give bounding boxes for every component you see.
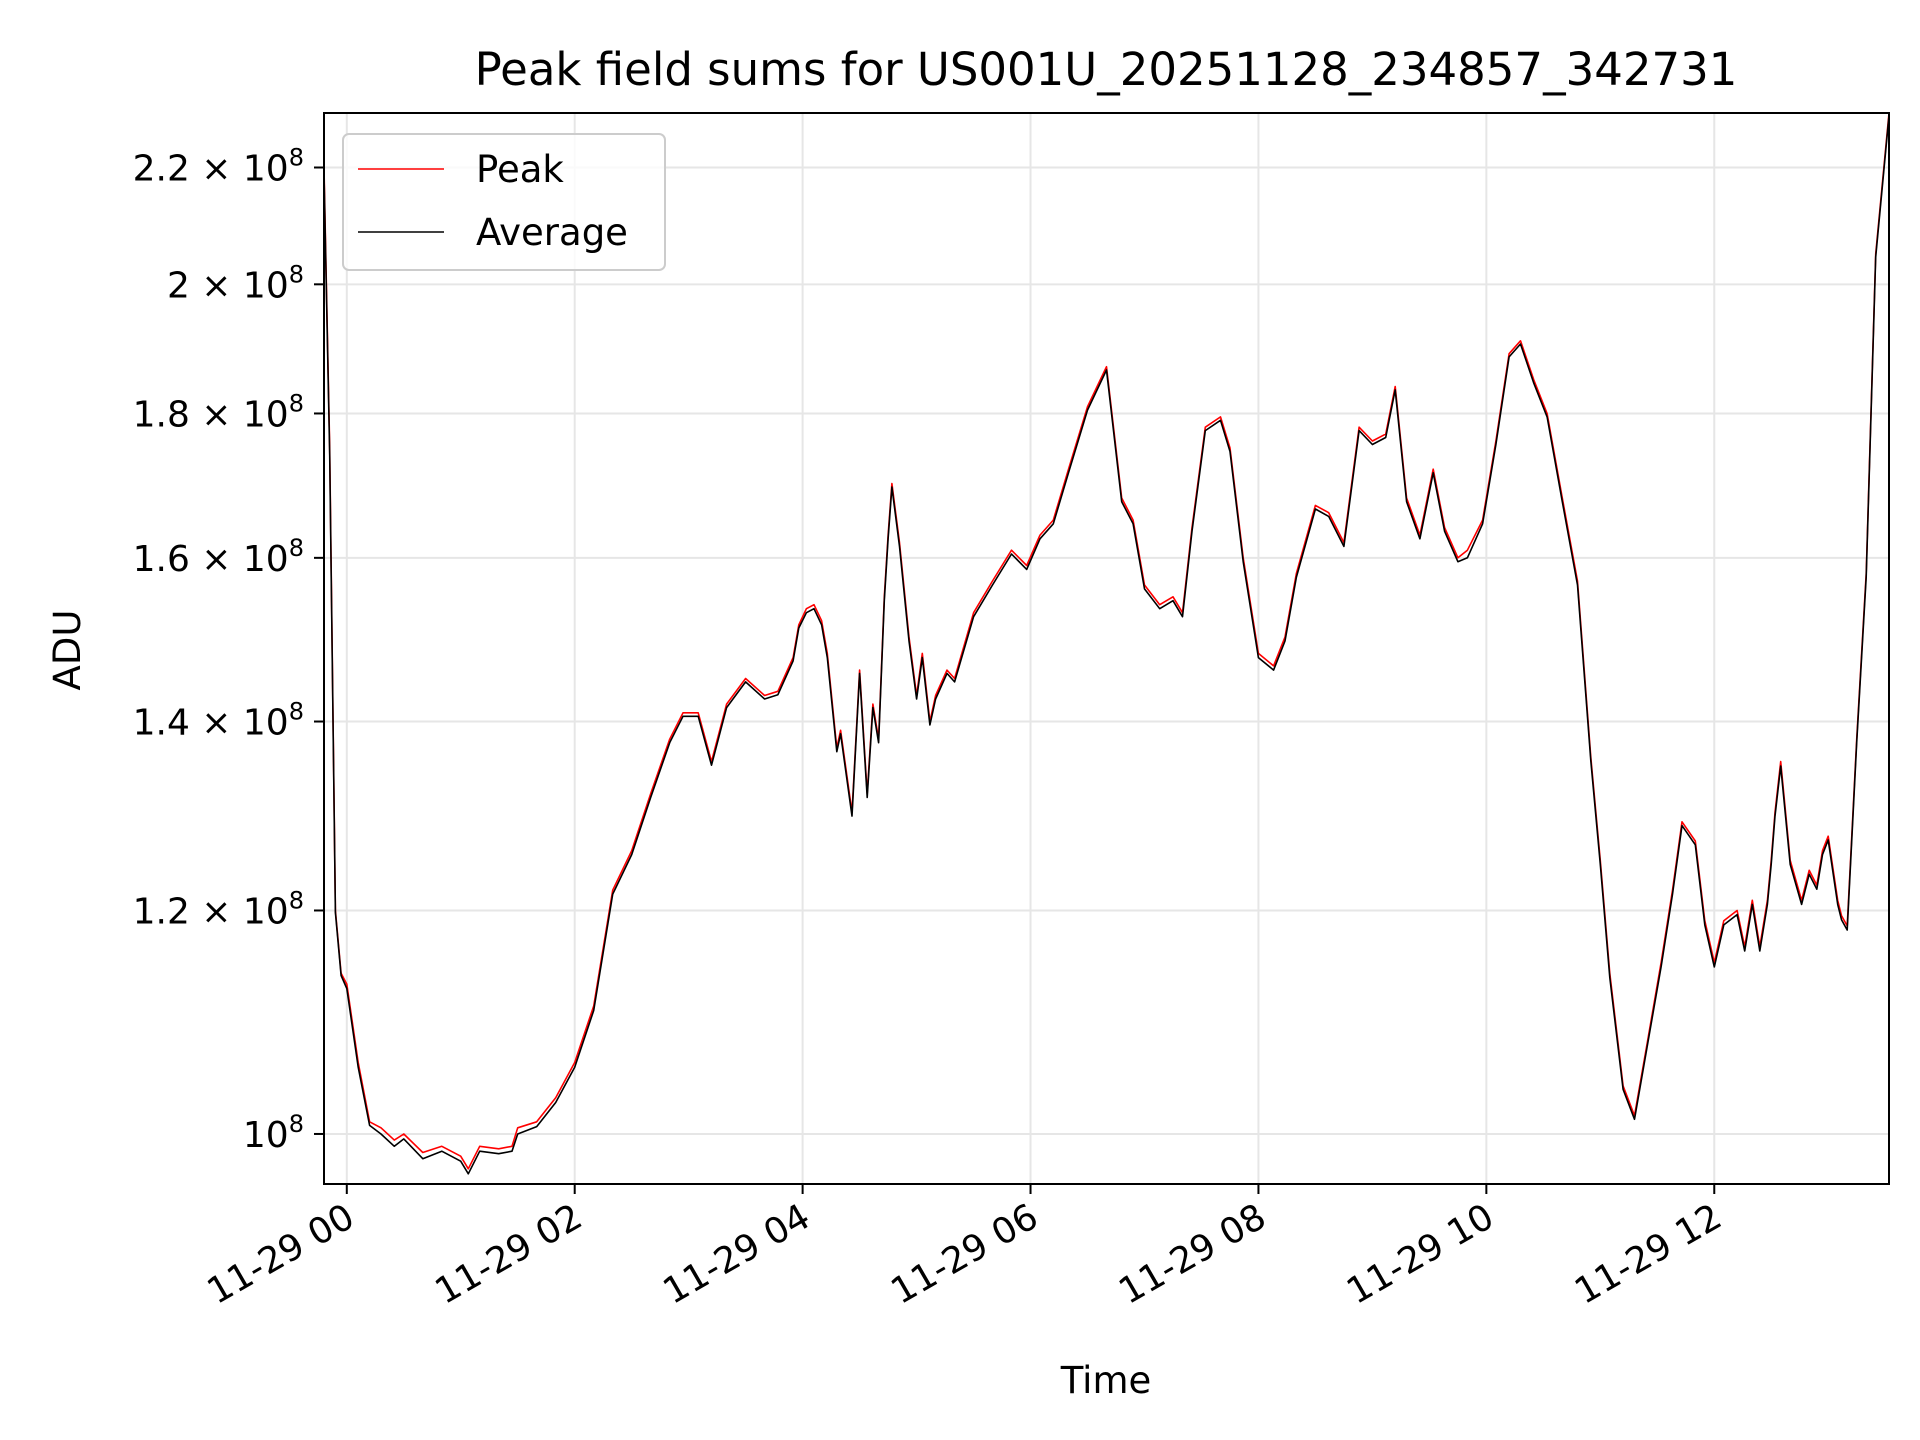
y-tick-label-exponent: 8 bbox=[289, 698, 304, 726]
y-tick-label-base: 1.2 × 10 bbox=[133, 891, 289, 932]
y-tick-label-exponent: 8 bbox=[289, 260, 304, 288]
y-tick-label: 1.2 × 108 bbox=[133, 886, 304, 932]
grid bbox=[324, 113, 1889, 1184]
legend-label-peak: Peak bbox=[476, 148, 564, 191]
y-tick-label-base: 1.4 × 10 bbox=[133, 703, 289, 744]
y-tick-label-base: 2.2 × 10 bbox=[133, 148, 289, 189]
legend-box bbox=[342, 133, 666, 271]
y-tick-label: 1.6 × 108 bbox=[133, 534, 304, 580]
y-tick-label-exponent: 8 bbox=[289, 1110, 304, 1138]
legend-label-average: Average bbox=[476, 211, 628, 254]
y-axis-label: ADU bbox=[46, 610, 89, 691]
y-tick-label-exponent: 8 bbox=[289, 534, 304, 562]
y-tick-label-base: 10 bbox=[243, 1115, 289, 1156]
plot-frame bbox=[323, 112, 1890, 1185]
chart-title: Peak field sums for US001U_20251128_2348… bbox=[475, 43, 1738, 96]
y-tick-label: 1.8 × 108 bbox=[133, 389, 304, 435]
x-axis-label: Time bbox=[1060, 1359, 1152, 1402]
y-tick-label: 108 bbox=[243, 1110, 304, 1156]
y-tick-label-exponent: 8 bbox=[289, 886, 304, 914]
y-tick-label: 1.4 × 108 bbox=[133, 698, 304, 744]
y-tick-label-base: 1.6 × 10 bbox=[133, 539, 289, 580]
y-tick-label-base: 1.8 × 10 bbox=[133, 394, 289, 435]
series-layer bbox=[324, 113, 1889, 1175]
y-tick-label: 2 × 108 bbox=[167, 260, 304, 306]
series-line-average bbox=[324, 115, 1889, 1175]
legend: Peak Average bbox=[342, 133, 666, 271]
y-tick-label-exponent: 8 bbox=[289, 143, 304, 171]
y-tick-label-exponent: 8 bbox=[289, 389, 304, 417]
y-tick-label: 2.2 × 108 bbox=[133, 143, 304, 189]
y-tick-label-base: 2 × 10 bbox=[167, 265, 289, 306]
